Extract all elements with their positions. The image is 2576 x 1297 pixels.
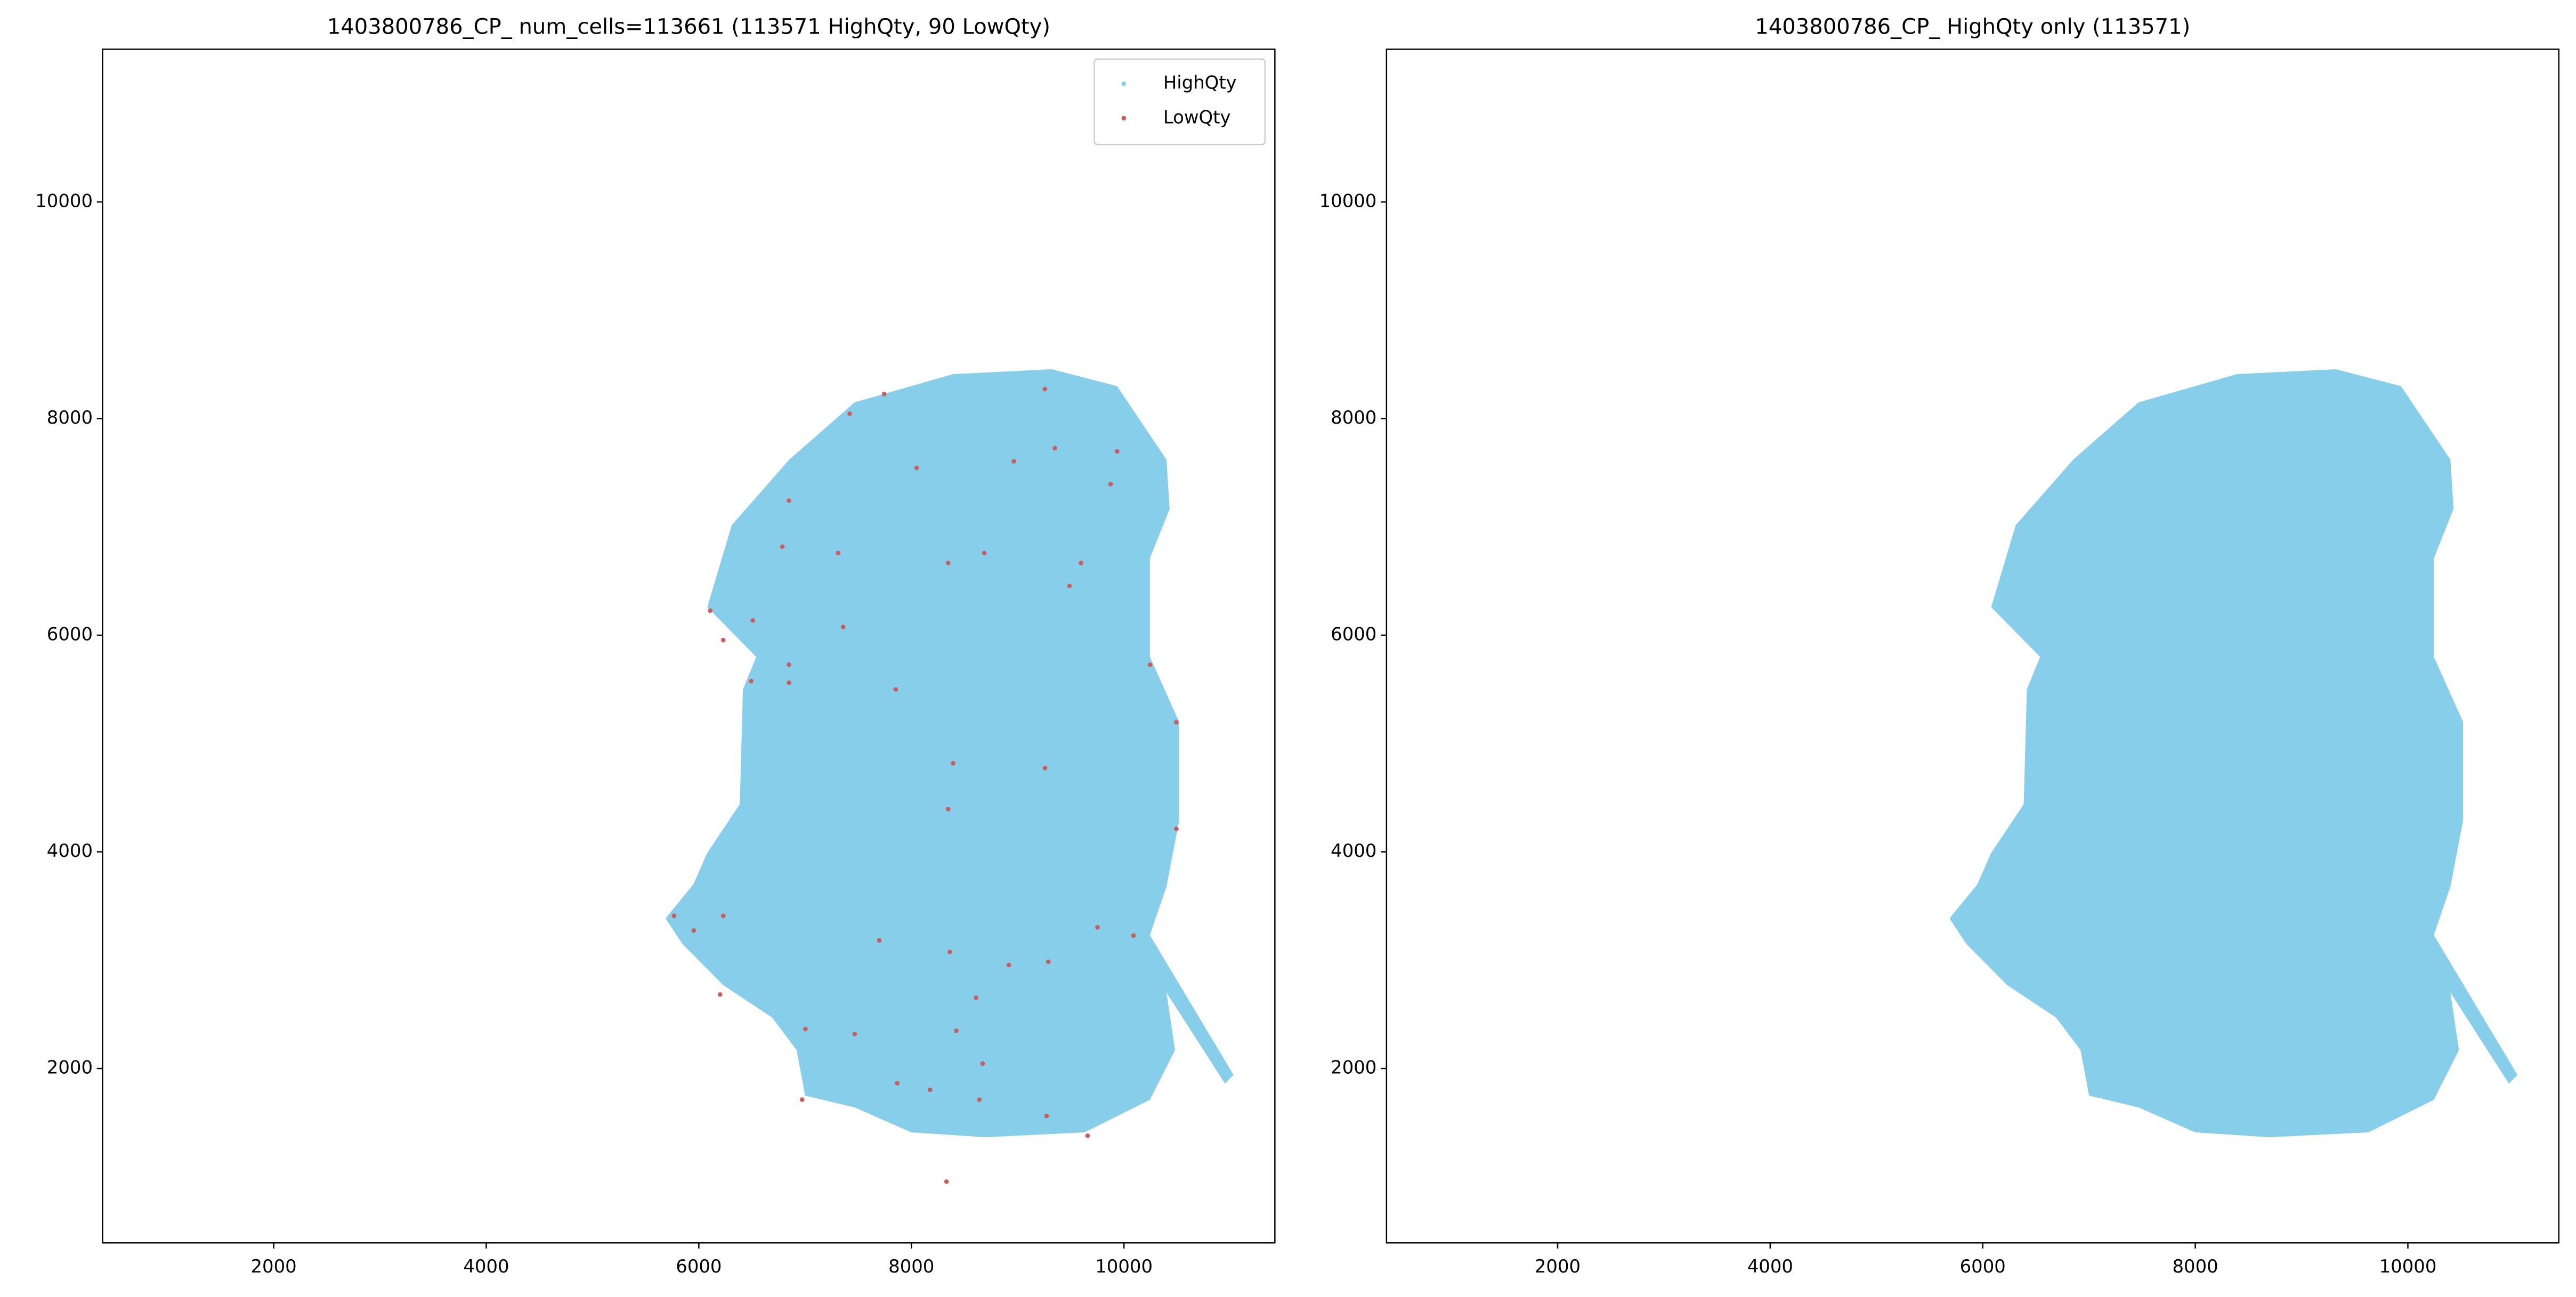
point	[1079, 561, 1083, 565]
point	[852, 1032, 857, 1036]
point	[881, 392, 887, 396]
x-tick-label: 8000	[2173, 1256, 2218, 1277]
point	[1006, 962, 1011, 968]
y-tick-label: 10000	[1319, 191, 1377, 212]
point	[840, 625, 846, 629]
point-cloud	[1949, 369, 2518, 1138]
point	[1011, 459, 1016, 464]
legend-box	[1093, 58, 1266, 145]
point	[720, 913, 726, 919]
point	[717, 992, 723, 997]
y-tick-label: 2000	[1331, 1057, 1376, 1078]
legend-label: LowQty	[1163, 107, 1231, 127]
point	[895, 1081, 900, 1086]
point	[1046, 959, 1051, 964]
point	[945, 561, 951, 565]
point	[893, 687, 898, 692]
chart-title: 1403800786_CP_ HighQty only (113571)	[1755, 14, 2190, 39]
x-tick-label: 8000	[888, 1256, 934, 1277]
point	[787, 680, 791, 685]
x-tick-label: 4000	[1747, 1256, 1793, 1277]
point	[977, 1097, 982, 1102]
point	[671, 913, 677, 919]
point	[877, 938, 882, 943]
y-tick-label: 6000	[1331, 624, 1376, 645]
point	[1044, 1113, 1049, 1118]
legend-marker	[1121, 81, 1127, 86]
legend-marker	[1121, 116, 1127, 121]
axes-frame	[1386, 48, 2559, 1244]
point	[951, 760, 955, 766]
point	[749, 678, 754, 684]
x-tick-label: 2000	[251, 1256, 297, 1277]
chart-title: 1403800786_CP_ num_cells=113661 (113571 …	[327, 14, 1050, 39]
point	[954, 1028, 959, 1033]
point	[1147, 662, 1153, 667]
point	[1067, 583, 1072, 588]
point	[928, 1087, 933, 1092]
point	[691, 928, 696, 933]
point	[1085, 1133, 1090, 1138]
point	[982, 550, 987, 556]
y-tick-label: 10000	[35, 191, 93, 212]
point	[1042, 386, 1048, 392]
point	[1131, 933, 1136, 938]
point	[947, 950, 952, 954]
point	[1174, 719, 1179, 725]
y-tick-label: 8000	[1331, 407, 1376, 428]
x-tick-label: 2000	[1535, 1256, 1581, 1277]
point	[1115, 449, 1120, 454]
x-tick-label: 6000	[676, 1256, 722, 1277]
x-tick-label: 10000	[1095, 1256, 1153, 1277]
point	[836, 550, 841, 556]
point	[1174, 826, 1179, 831]
point	[1042, 766, 1048, 771]
y-tick-label: 4000	[47, 840, 93, 861]
y-tick-label: 6000	[47, 624, 93, 645]
point	[1095, 925, 1100, 930]
point	[914, 465, 919, 471]
point	[787, 498, 791, 503]
point	[750, 618, 756, 623]
axes-frame	[102, 48, 1276, 1244]
point-cloud	[666, 369, 1234, 1138]
y-tick-label: 8000	[47, 407, 93, 428]
point	[799, 1097, 805, 1102]
point	[944, 1179, 949, 1184]
y-tick-label: 4000	[1331, 840, 1376, 861]
x-tick-label: 6000	[1960, 1256, 2006, 1277]
x-tick-label: 4000	[463, 1256, 509, 1277]
x-tick-label: 10000	[2379, 1256, 2437, 1277]
point	[1052, 445, 1057, 451]
point	[847, 411, 852, 416]
point	[780, 544, 785, 549]
point	[974, 995, 978, 1000]
y-tick-label: 2000	[47, 1057, 93, 1078]
point	[803, 1026, 808, 1032]
point	[720, 637, 726, 643]
point	[1108, 482, 1113, 487]
point	[787, 662, 791, 667]
point	[980, 1061, 985, 1066]
legend-label: HighQty	[1163, 72, 1237, 93]
point	[708, 608, 713, 613]
point	[945, 807, 951, 812]
